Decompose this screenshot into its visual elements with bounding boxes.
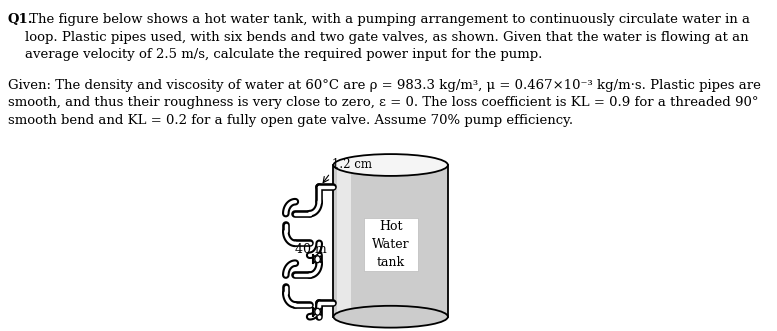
Bar [333,165,448,317]
Circle shape [315,308,320,315]
Ellipse shape [333,306,448,328]
Bar [364,217,418,271]
Text: Hot
Water
tank: Hot Water tank [372,220,409,269]
Ellipse shape [333,154,448,176]
Text: Q1.: Q1. [8,13,33,26]
Text: Given: The density and viscosity of water at 60°C are ρ = 983.3 kg/m³, μ = 0.467: Given: The density and viscosity of wate… [8,79,761,127]
Text: 40 m: 40 m [294,243,326,256]
Circle shape [315,256,320,263]
Text: 1.2 cm: 1.2 cm [332,158,372,171]
Polygon shape [318,308,322,315]
Polygon shape [314,256,318,263]
Polygon shape [314,308,318,315]
Text: The figure below shows a hot water tank, with a pumping arrangement to continuou: The figure below shows a hot water tank,… [25,13,751,61]
Polygon shape [318,256,322,263]
Circle shape [315,256,321,263]
Bar [336,165,351,317]
Circle shape [315,308,321,315]
